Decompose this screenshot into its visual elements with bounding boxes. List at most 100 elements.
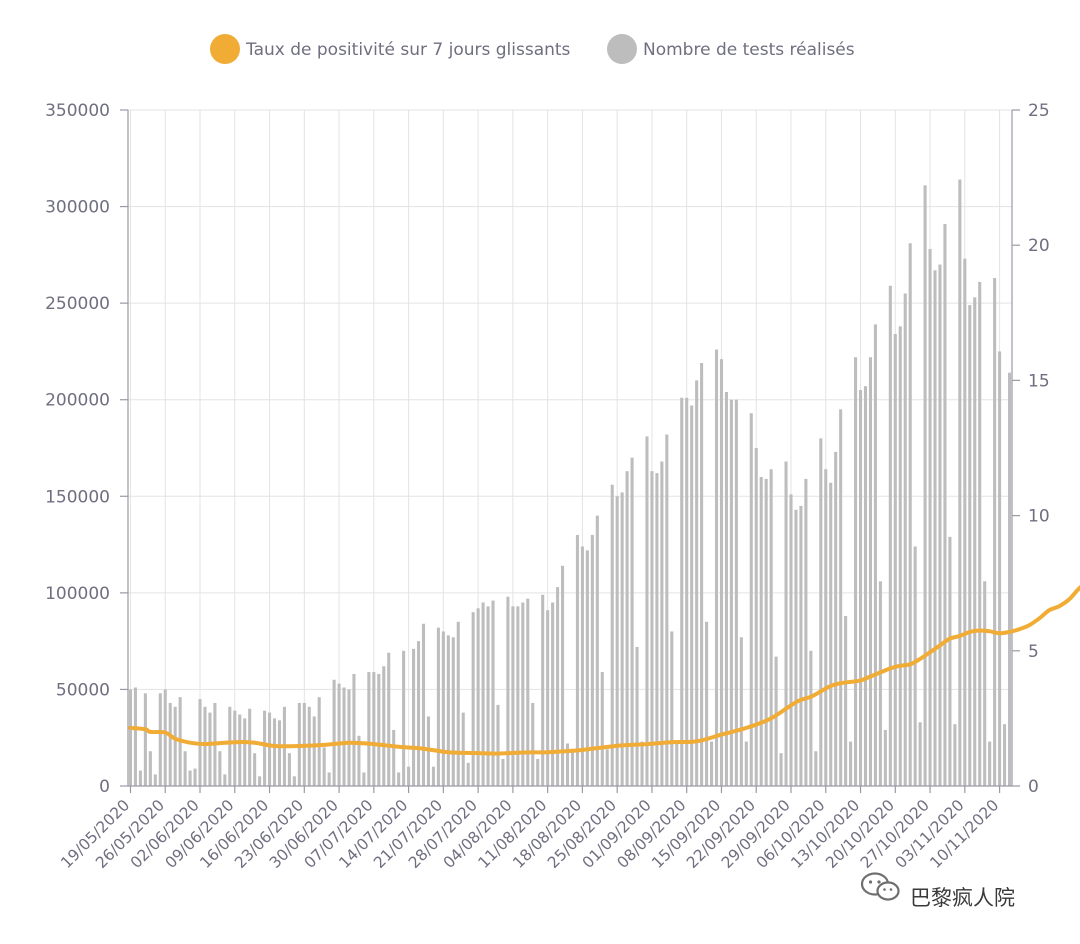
test-count-bar [272,718,277,786]
test-count-bar [878,581,882,786]
test-count-bar [536,758,540,786]
test-count-bar [143,693,147,786]
test-count-bar [590,534,594,786]
test-count-bar [367,672,371,786]
test-count-bar [883,729,887,786]
test-count-bar [858,390,863,786]
test-count-bar [377,673,381,786]
test-count-bar [873,324,877,786]
y-right-tick-label: 15 [1028,371,1050,391]
test-count-bar [690,405,694,786]
test-count-bar [998,351,1002,786]
test-count-bar [834,451,838,786]
test-count-bar [466,762,470,786]
test-count-bar [407,766,411,786]
test-count-bar [148,751,152,786]
test-count-bar [898,326,902,786]
test-count-bar [705,621,709,786]
test-count-bar [868,357,873,786]
test-count-bar [287,753,291,786]
test-count-bar [933,270,937,786]
test-count-bar [625,471,629,786]
test-count-bar [506,596,510,786]
test-count-bar [814,751,818,786]
test-count-bar [645,436,649,786]
test-count-bar [575,534,579,786]
legend-item-tests[interactable]: Nombre de tests réalisés [607,34,855,64]
test-count-bar [153,774,157,786]
y-right-tick-label: 10 [1028,507,1050,527]
test-count-bar [322,747,326,786]
test-count-bars [128,179,1012,787]
test-count-bar [347,689,351,786]
test-count-bar [546,610,550,786]
test-count-bar [565,743,570,786]
test-count-bar [441,631,445,786]
test-count-bar [665,434,669,786]
test-count-bar [387,652,391,786]
test-count-bar [993,278,997,786]
test-count-bar [620,492,624,786]
test-count-bar [655,473,659,786]
test-count-bar [595,515,599,786]
test-count-bar [888,285,892,786]
test-count-bar [923,185,927,787]
test-count-bar [163,689,167,786]
test-count-bar [928,249,932,786]
test-count-bar [456,621,460,786]
test-count-bar [526,598,530,786]
y-left-tick-label: 200000 [45,391,110,411]
test-count-bar [208,712,212,786]
test-count-bar [714,349,719,786]
watermark: 巴黎疯人院 [860,872,1015,910]
test-count-bar [978,281,982,786]
test-count-bar [640,741,644,786]
test-count-bar [724,391,728,786]
test-count-bar [789,494,793,786]
legend-item-positivity[interactable]: Taux de positivité sur 7 jours glissants [210,34,571,64]
test-count-bar [491,600,495,786]
test-count-bar [292,776,296,786]
test-count-bar [451,637,455,786]
test-count-bar [744,741,748,786]
test-count-bar [918,722,922,786]
test-count-bar [839,409,843,786]
test-count-bar [461,712,465,786]
test-count-bar [670,631,674,786]
test-count-bar [402,650,406,786]
test-count-bar [739,637,743,786]
test-count-bar [183,751,187,786]
test-count-bar [248,708,252,786]
test-count-bar [700,363,704,786]
test-count-bar [446,635,450,786]
test-count-bar [660,461,664,786]
test-count-bar [958,179,962,786]
test-count-bar [203,706,207,786]
test-count-bar [521,602,525,786]
test-count-bar [561,565,565,786]
test-count-bar [804,478,808,786]
legend-positivity-label: Taux de positivité sur 7 jours glissants [245,40,571,60]
test-count-bar [938,264,942,786]
test-count-bar [173,706,177,786]
test-count-bar [223,774,227,786]
test-count-bar [605,749,609,786]
test-count-bar [849,741,853,786]
test-count-bar [317,697,321,786]
test-count-bar [863,386,868,786]
test-count-bar [551,602,555,786]
test-count-bar [709,741,714,786]
y-left-tick-label: 350000 [45,101,110,121]
test-count-bar [794,509,798,786]
test-count-bar [267,712,272,786]
test-count-bar [973,297,977,786]
test-count-bar [531,702,535,786]
test-count-bar [774,656,778,786]
y-left-tick-label: 50000 [56,680,110,700]
y-right-ticks: 0 5 10 15 20 25 [1012,101,1050,797]
test-count-bar [754,448,758,786]
y-left-tick-label: 250000 [45,294,110,314]
y-left-tick-label: 300000 [45,198,110,218]
test-count-bar [382,666,386,786]
test-count-bar [784,461,788,786]
